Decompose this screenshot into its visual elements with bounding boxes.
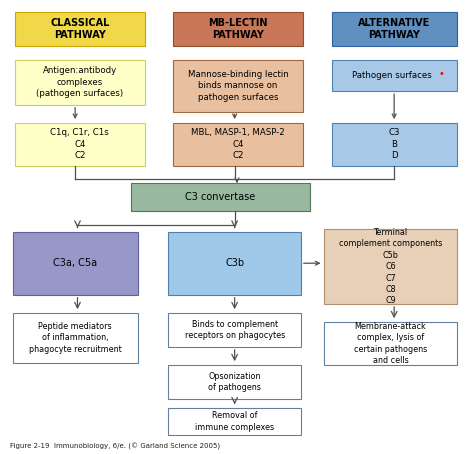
Text: Terminal
complement components
C5b
C6
C7
C8
C9: Terminal complement components C5b C6 C7…: [339, 228, 442, 306]
FancyBboxPatch shape: [168, 313, 301, 347]
Text: C3a, C5a: C3a, C5a: [53, 258, 97, 268]
Text: Opsonization
of pathogens: Opsonization of pathogens: [208, 372, 261, 392]
Text: MB-LECTIN
PATHWAY: MB-LECTIN PATHWAY: [209, 18, 268, 40]
Text: Figure 2-19  Immunobiology, 6/e. (© Garland Science 2005): Figure 2-19 Immunobiology, 6/e. (© Garla…: [10, 443, 220, 449]
FancyBboxPatch shape: [331, 123, 457, 166]
FancyBboxPatch shape: [131, 183, 310, 211]
FancyBboxPatch shape: [15, 12, 145, 46]
FancyBboxPatch shape: [331, 59, 457, 91]
Text: Peptide mediators
of inflammation,
phagocyte recruitment: Peptide mediators of inflammation, phago…: [29, 322, 121, 354]
Text: C3
B
D: C3 B D: [388, 128, 400, 160]
FancyBboxPatch shape: [12, 232, 138, 295]
Text: MBL, MASP-1, MASP-2
C4
C2: MBL, MASP-1, MASP-2 C4 C2: [191, 128, 285, 160]
FancyBboxPatch shape: [331, 12, 457, 46]
Text: C1q, C1r, C1s
C4
C2: C1q, C1r, C1s C4 C2: [51, 128, 109, 160]
FancyBboxPatch shape: [168, 365, 301, 399]
FancyBboxPatch shape: [173, 59, 303, 112]
FancyBboxPatch shape: [168, 408, 301, 435]
Text: •: •: [438, 69, 444, 79]
Text: C3b: C3b: [225, 258, 244, 268]
FancyBboxPatch shape: [173, 12, 303, 46]
Text: Mannose-binding lectin
binds mannose on
pathogen surfaces: Mannose-binding lectin binds mannose on …: [188, 69, 289, 102]
Text: Membrane-attack
complex, lysis of
certain pathogens
and cells: Membrane-attack complex, lysis of certai…: [354, 322, 427, 365]
FancyBboxPatch shape: [173, 123, 303, 166]
Text: Binds to complement
receptors on phagocytes: Binds to complement receptors on phagocy…: [184, 320, 285, 340]
FancyBboxPatch shape: [15, 123, 145, 166]
FancyBboxPatch shape: [324, 229, 457, 304]
FancyBboxPatch shape: [324, 322, 457, 365]
Text: CLASSICAL
PATHWAY: CLASSICAL PATHWAY: [50, 18, 109, 40]
FancyBboxPatch shape: [168, 232, 301, 295]
Text: ALTERNATIVE
PATHWAY: ALTERNATIVE PATHWAY: [358, 18, 430, 40]
Text: Removal of
immune complexes: Removal of immune complexes: [195, 411, 274, 432]
FancyBboxPatch shape: [15, 59, 145, 105]
Text: Pathogen surfaces: Pathogen surfaces: [352, 71, 432, 80]
Text: Antigen:antibody
complexes
(pathogen surfaces): Antigen:antibody complexes (pathogen sur…: [36, 66, 123, 98]
FancyBboxPatch shape: [12, 313, 138, 363]
Text: C3 convertase: C3 convertase: [185, 192, 255, 202]
